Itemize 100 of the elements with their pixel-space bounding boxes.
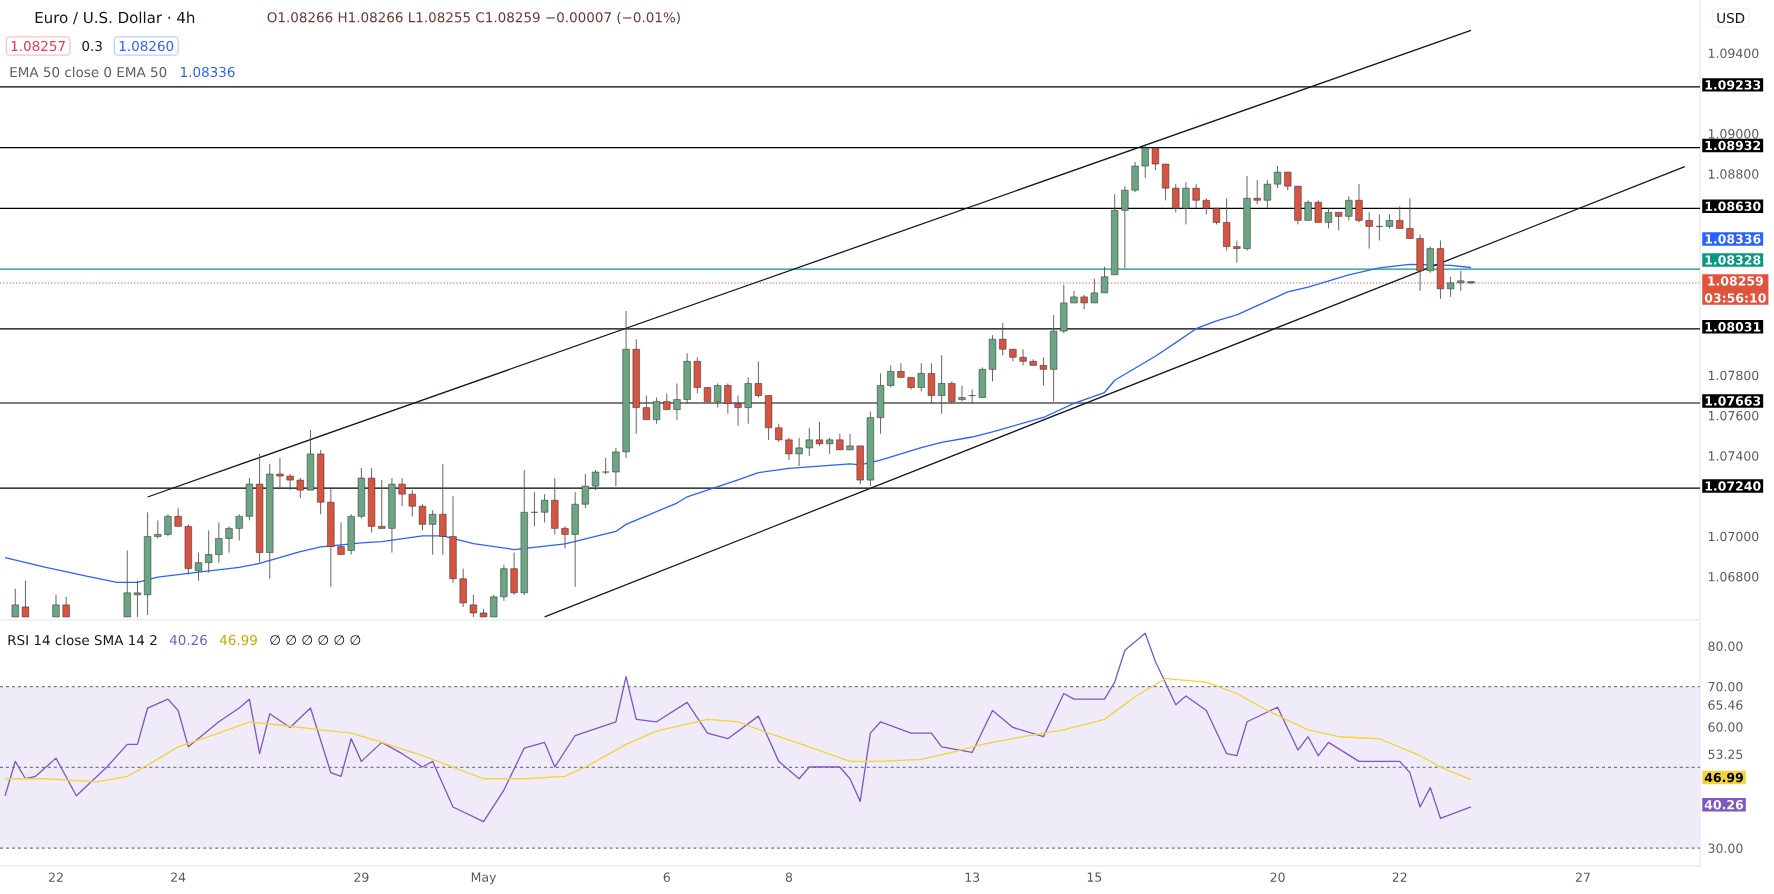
candlestick (1396, 205, 1404, 229)
candlestick (296, 477, 304, 499)
candlestick (1263, 179, 1271, 209)
candlestick (62, 596, 70, 618)
line-series (4, 677, 1472, 783)
text: RSI 14 close SMA 14 2 (8, 634, 157, 646)
candlestick (1324, 207, 1333, 229)
x-tick-label: 22 (1392, 872, 1407, 882)
x-tick-label: 6 (663, 872, 670, 882)
candlestick (1151, 147, 1160, 171)
candlestick (612, 447, 620, 487)
candlestick (1335, 211, 1343, 231)
y-tick-label: 1.09400 (1708, 48, 1759, 59)
candlestick (673, 383, 681, 421)
candlestick (1447, 276, 1455, 298)
candlestick (602, 457, 610, 475)
candlestick (1141, 145, 1149, 179)
candlestick (642, 395, 651, 421)
candlestick (1070, 290, 1078, 304)
candlestick (1345, 195, 1353, 221)
candlestick (1100, 266, 1109, 294)
candlestick (1406, 197, 1414, 239)
candlestick (469, 594, 477, 618)
y-tick-label: 53.25 (1708, 749, 1743, 760)
candlestick (591, 469, 600, 491)
candlestick (1457, 270, 1465, 292)
candlestick (1365, 211, 1373, 250)
candlestick (1375, 213, 1383, 241)
candlestick (805, 427, 813, 457)
y-tick-label: 1.09000 (1708, 129, 1759, 139)
y-tick-label: 1.07000 (1708, 531, 1759, 542)
candlestick (286, 473, 294, 491)
candlestick (846, 433, 854, 451)
candlestick (174, 507, 182, 527)
ref-line-label: 1.08031 (1705, 322, 1761, 332)
candlestick (1284, 171, 1292, 191)
candlestick (490, 594, 498, 618)
candlestick (887, 364, 895, 388)
y-tick-label: 65.46 (1708, 700, 1743, 710)
candlestick (724, 383, 732, 415)
y-tick-label: 1.07600 (1708, 410, 1759, 421)
line-series (4, 263, 1472, 583)
x-tick-label: 20 (1270, 872, 1285, 882)
x-tick-label: May (471, 872, 497, 885)
text: USD (1717, 12, 1745, 24)
x-tick-label: 8 (785, 872, 793, 882)
annotation: O1.08266 H1.08266 L1.08255 C1.08259 −0.00007 (−0.01%) (267, 11, 680, 24)
ref-line-label: 1.08932 (1705, 140, 1761, 151)
text: 03:56:10 (1704, 293, 1766, 303)
candlestick (1426, 246, 1434, 274)
annotation: 1.08257 (11, 40, 65, 52)
x-tick-label: 15 (1087, 872, 1102, 882)
x-tick-label: 13 (965, 872, 980, 882)
annotation: 1.08336 (181, 66, 235, 78)
candlestick (652, 397, 661, 425)
candlestick (938, 354, 946, 415)
candlestick (205, 529, 213, 574)
candlestick (1090, 278, 1098, 304)
candlestick (276, 457, 284, 489)
candlestick (1121, 185, 1129, 270)
candlestick (958, 385, 966, 403)
candlestick (164, 513, 172, 537)
ref-line-label: 1.09233 (1705, 80, 1761, 90)
candlestick (1233, 240, 1241, 264)
candlestick (754, 360, 762, 398)
text: 46.99 (1704, 772, 1743, 783)
candlestick (225, 525, 233, 554)
candlestick (133, 580, 142, 618)
candlestick (52, 594, 60, 618)
candlestick (795, 437, 803, 467)
annotation: ∅ ∅ ∅ ∅ ∅ ∅ (270, 635, 361, 645)
annotation: 1.08260 (119, 40, 174, 52)
candlestick (408, 489, 416, 517)
candlestick (21, 580, 30, 618)
candlestick (1304, 199, 1312, 221)
candlestick (1192, 183, 1200, 209)
candlestick (154, 519, 162, 539)
text: 40.26 (1704, 799, 1744, 810)
x-tick-label: 22 (48, 872, 63, 882)
ref-line-label: 1.07663 (1705, 396, 1761, 406)
candlestick (1273, 165, 1282, 189)
candlestick (194, 552, 203, 582)
candlestick (1039, 356, 1048, 386)
y-tick-label: 60.00 (1708, 722, 1743, 732)
candlestick (775, 423, 783, 443)
candlestick (235, 513, 243, 541)
candlestick (785, 437, 793, 461)
candlestick (1080, 294, 1088, 310)
ref-line-label: 1.08259 (1708, 276, 1764, 286)
x-tick-label: 24 (171, 872, 186, 882)
candlestick (398, 477, 406, 507)
candlestick (530, 491, 539, 527)
candlestick (917, 362, 925, 392)
candlestick (1019, 348, 1027, 366)
annotation: EMA 50 close 0 EMA 50 (10, 66, 167, 78)
ref-line-label: 1.08630 (1705, 201, 1761, 211)
candlestick (968, 389, 976, 405)
y-tick-label: 70.00 (1708, 681, 1743, 692)
annotation: 0.3 (82, 40, 102, 52)
candlestick (714, 383, 722, 409)
